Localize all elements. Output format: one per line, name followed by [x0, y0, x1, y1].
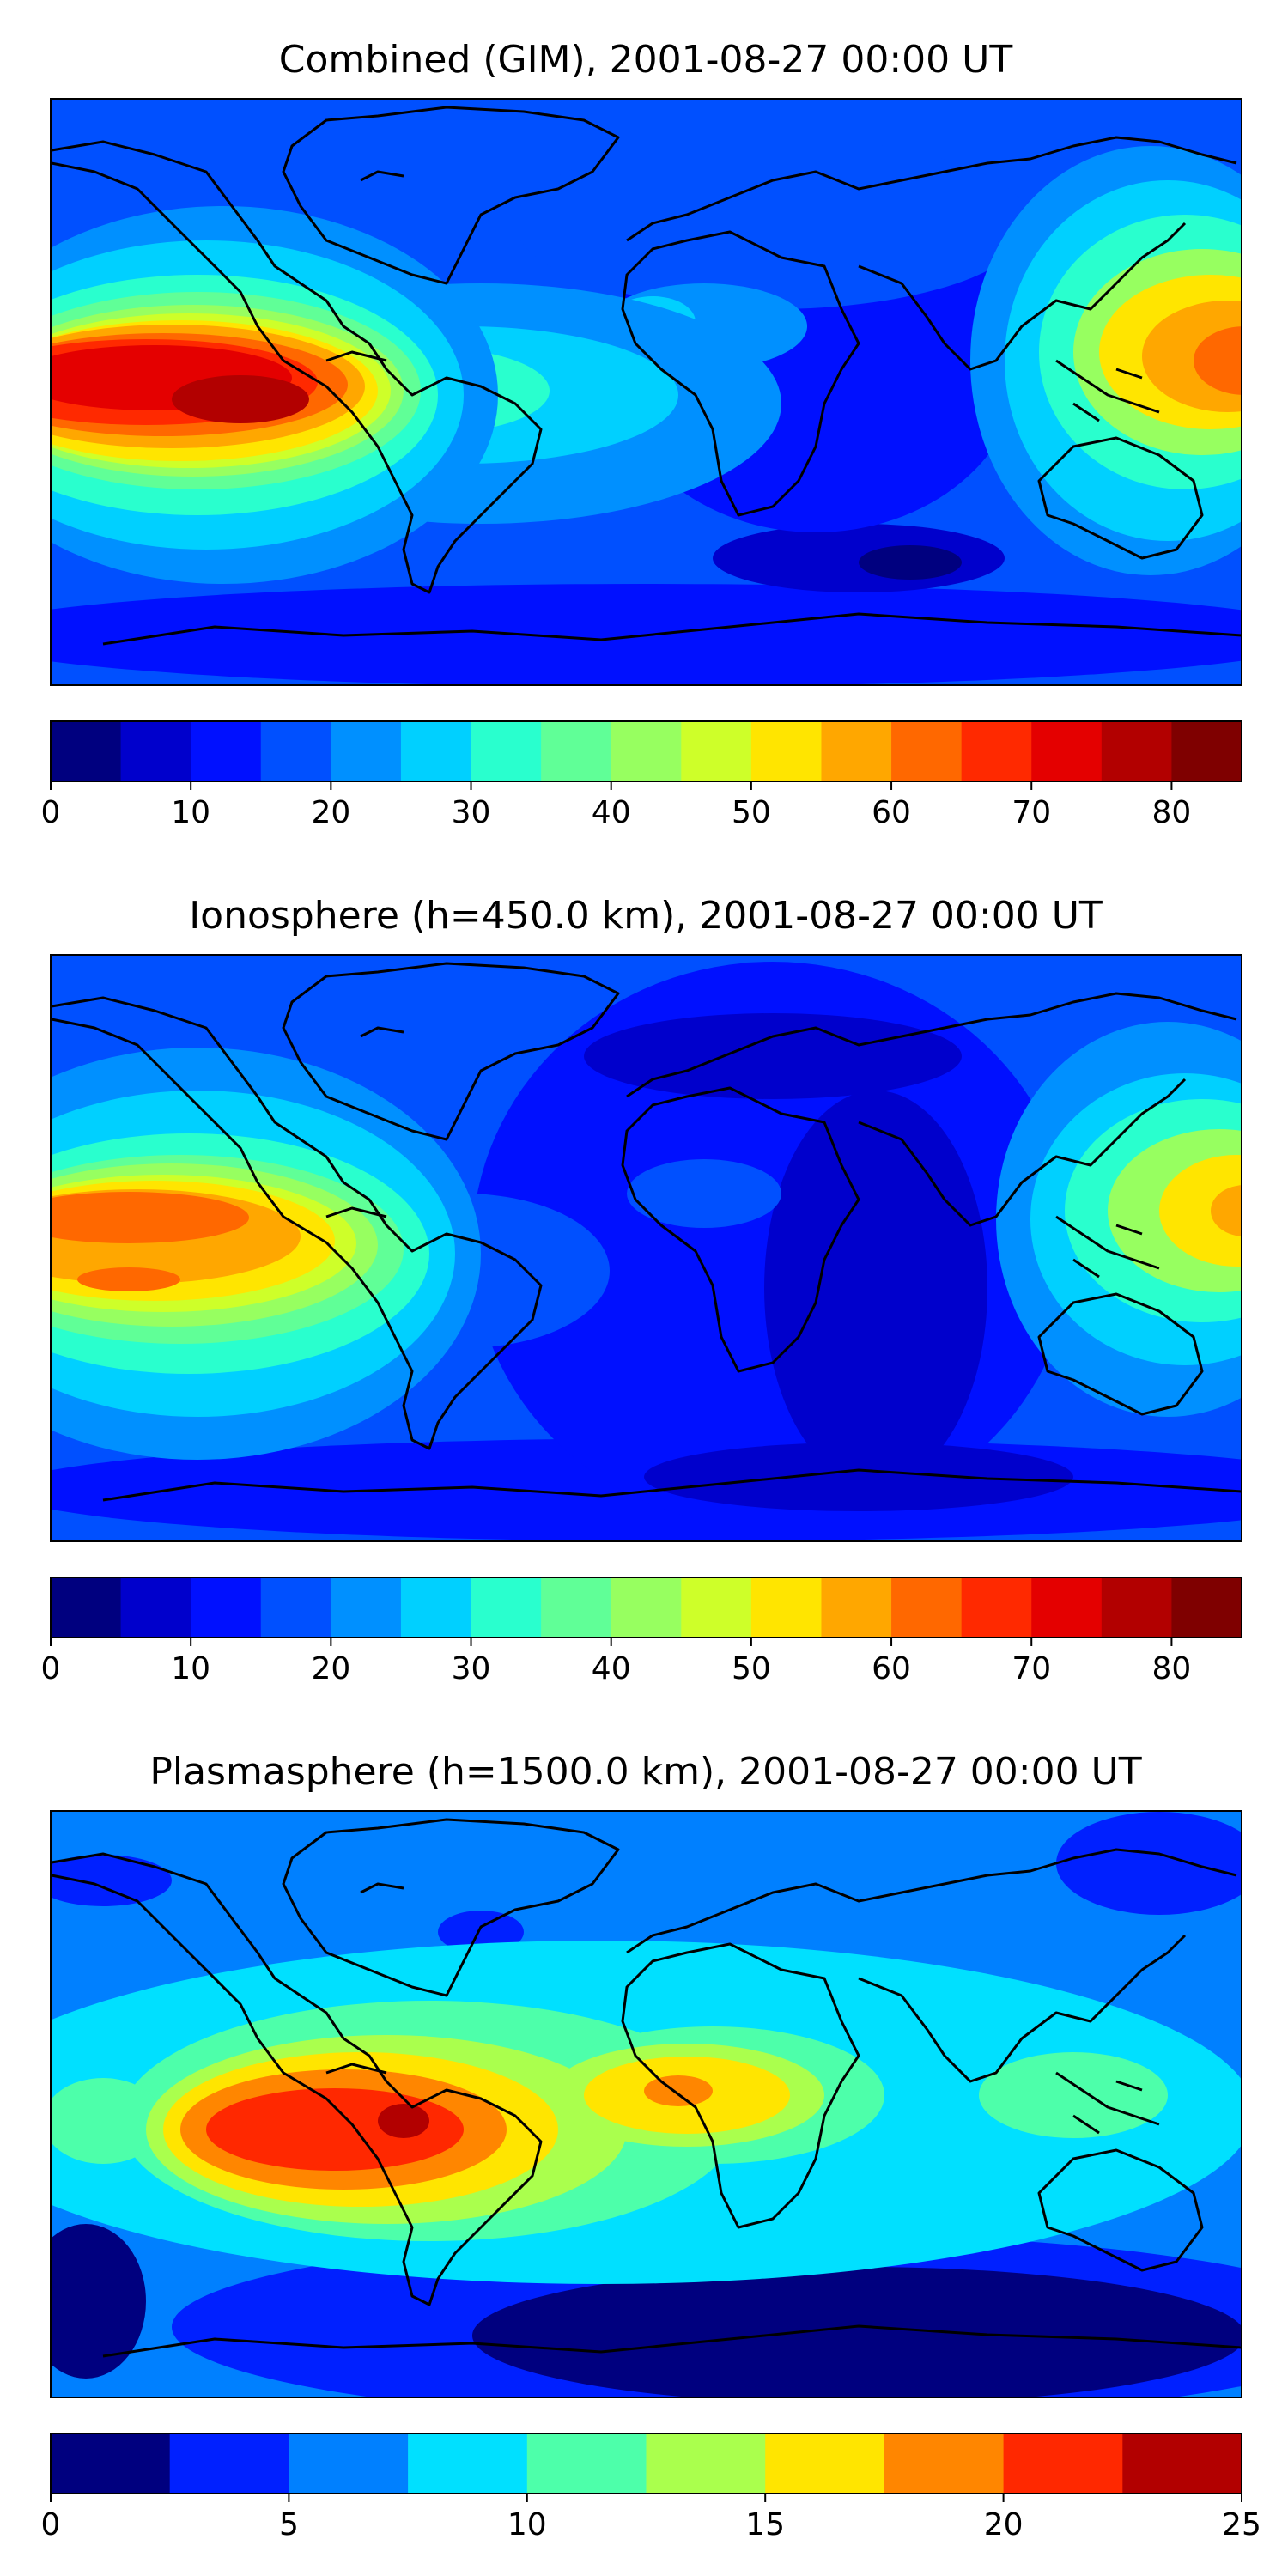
colorbar-frame — [50, 1577, 1242, 1638]
colorbar-tick-label: 60 — [872, 795, 911, 830]
contour-fill — [51, 1812, 1242, 2397]
colorbar-tick-label: 5 — [279, 2507, 299, 2543]
colorbar-tick-label: 50 — [732, 795, 771, 830]
colorbar-cell — [191, 1577, 262, 1637]
colorbar: 0 10 20 30 40 50 60 70 80 — [41, 1577, 1242, 1686]
panel-plasmasphere: Plasmasphere (h=1500.0 km), 2001-08-27 0… — [41, 1750, 1261, 2543]
colorbar-cell — [891, 721, 963, 781]
colorbar: 0 5 10 15 20 25 — [41, 2433, 1261, 2543]
colorbar-cell — [1101, 721, 1173, 781]
colorbar-cell — [400, 721, 472, 781]
colorbar-tick-label: 20 — [984, 2507, 1024, 2543]
colorbar-tick-label: 10 — [171, 1651, 210, 1686]
colorbar-cell — [1122, 2433, 1242, 2494]
colorbar-cell — [51, 2433, 171, 2494]
colorbar-tick-label: 20 — [311, 1651, 350, 1686]
contour-fill — [51, 962, 1242, 1541]
map-frame — [50, 98, 1242, 686]
colorbar-cell — [611, 721, 682, 781]
colorbar-cell — [646, 2433, 766, 2494]
map-frame — [50, 954, 1242, 1542]
colorbar-tick-label: 10 — [171, 795, 210, 830]
tec-map — [51, 99, 1242, 685]
colorbar-tick-label: 40 — [592, 795, 631, 830]
colorbar-cell — [1003, 2433, 1123, 2494]
land-outline — [51, 962, 1242, 1502]
colorbar-cell — [611, 1577, 682, 1637]
colorbar-cell — [120, 721, 191, 781]
colorbar-cell — [260, 1577, 331, 1637]
land-outline — [51, 1818, 1242, 2358]
contour-fill — [51, 137, 1242, 685]
colorbar-cell — [961, 721, 1032, 781]
colorbar-cell — [289, 2433, 409, 2494]
colorbar-tick-label: 70 — [1012, 1651, 1051, 1686]
colorbar-cell — [961, 1577, 1032, 1637]
colorbar-cell — [51, 721, 122, 781]
colorbar-tick-label: 40 — [592, 1651, 631, 1686]
colorbar-tick-label: 80 — [1152, 795, 1192, 830]
tec-map — [51, 955, 1242, 1541]
colorbar-cell — [331, 1577, 402, 1637]
colorbar-cell — [750, 721, 823, 781]
colorbar-cell — [884, 2433, 1005, 2494]
colorbar-cell — [51, 1577, 122, 1637]
colorbar-tick-label: 0 — [41, 1651, 61, 1686]
panel-title: Combined (GIM), 2001-08-27 00:00 UT — [279, 38, 1013, 82]
colorbar-cell — [331, 721, 402, 781]
colorbar-cell — [821, 1577, 892, 1637]
colorbar-cell — [1031, 1577, 1103, 1637]
panel-ionosphere: Ionosphere (h=450.0 km), 2001-08-27 00:0… — [41, 894, 1242, 1686]
colorbar-cell — [681, 1577, 752, 1637]
colorbar-cell — [408, 2433, 528, 2494]
colorbar-cell — [765, 2433, 885, 2494]
colorbar-tick-label: 0 — [41, 2507, 61, 2543]
colorbar-tick-label: 80 — [1152, 1651, 1192, 1686]
colorbar-cell — [471, 721, 542, 781]
colorbar-frame — [50, 720, 1242, 782]
colorbar-cell — [400, 1577, 472, 1637]
colorbar-cell — [1031, 721, 1103, 781]
panel-title: Plasmasphere (h=1500.0 km), 2001-08-27 0… — [149, 1750, 1141, 1794]
colorbar-cell — [191, 721, 262, 781]
colorbar-cell — [1101, 1577, 1173, 1637]
colorbar-cell — [260, 721, 331, 781]
colorbar-tick-label: 60 — [872, 1651, 911, 1686]
colorbar: 0 10 20 30 40 50 60 70 80 — [41, 720, 1242, 830]
map-frame — [50, 1810, 1242, 2398]
colorbar-cell — [541, 1577, 612, 1637]
colorbar-cell — [169, 2433, 289, 2494]
colorbar-tick-label: 10 — [507, 2507, 547, 2543]
panel-title: Ionosphere (h=450.0 km), 2001-08-27 00:0… — [189, 894, 1103, 938]
colorbar-cell — [526, 2433, 647, 2494]
tec-map — [51, 1811, 1242, 2397]
colorbar-cell — [821, 721, 892, 781]
colorbar-tick-label: 15 — [745, 2507, 785, 2543]
colorbar-cell — [120, 1577, 191, 1637]
colorbar-cell — [1171, 721, 1242, 781]
colorbar-tick-label: 20 — [311, 795, 350, 830]
colorbar-cell — [541, 721, 612, 781]
colorbar-tick-label: 30 — [452, 795, 491, 830]
colorbar-tick-label: 0 — [41, 795, 61, 830]
panel-combined: Combined (GIM), 2001-08-27 00:00 UT — [41, 38, 1242, 830]
colorbar-tick-label: 50 — [732, 1651, 771, 1686]
colorbar-cell — [681, 721, 752, 781]
colorbar-tick-label: 70 — [1012, 795, 1051, 830]
colorbar-cell — [471, 1577, 542, 1637]
colorbar-cell — [750, 1577, 823, 1637]
colorbar-frame — [50, 2433, 1242, 2494]
colorbar-cell — [1171, 1577, 1242, 1637]
colorbar-cell — [891, 1577, 963, 1637]
colorbar-tick-label: 30 — [452, 1651, 491, 1686]
colorbar-tick-label: 25 — [1222, 2507, 1261, 2543]
land-outline — [51, 106, 1242, 646]
